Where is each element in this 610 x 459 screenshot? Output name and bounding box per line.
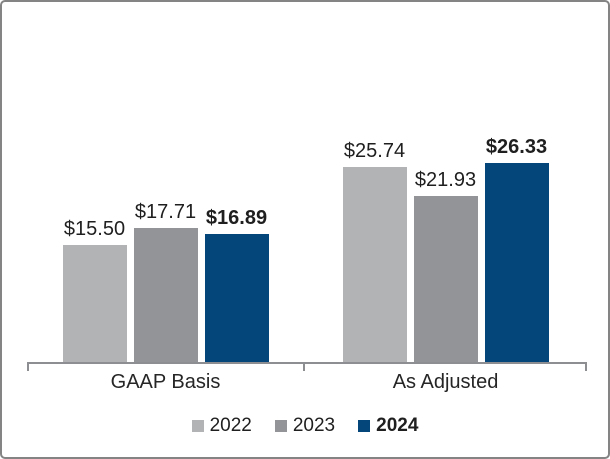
bar-value-label: $25.74 (343, 140, 406, 162)
legend-item-2023: 2023 (274, 415, 336, 437)
bar-2024-adjusted (484, 163, 549, 362)
bar-2022-gaap (62, 245, 127, 362)
bar-value-label: $26.33 (485, 136, 548, 158)
bar-group-gaap-basis: $15.50 $17.71 $16.89 (27, 201, 304, 362)
bar-column: $15.50 (62, 218, 127, 362)
bar-column: $21.93 (413, 169, 478, 362)
bar-column: $26.33 (484, 136, 549, 362)
legend-item-2022: 2022 (191, 415, 252, 437)
bar-value-label: $17.71 (134, 201, 197, 223)
category-label-gaap-basis: GAAP Basis (110, 371, 221, 393)
legend-swatch-2024 (358, 420, 371, 432)
bar-value-label: $16.89 (205, 207, 268, 229)
bar-2023-adjusted (413, 196, 478, 362)
bar-value-label: $21.93 (414, 169, 477, 191)
legend-item-2024: 2024 (358, 415, 418, 437)
axis-tick (303, 362, 305, 371)
legend-swatch-2022 (191, 420, 204, 432)
x-axis-line (27, 362, 587, 364)
legend-label: 2022 (209, 415, 252, 436)
bar-2022-adjusted (342, 167, 407, 362)
legend-label: 2024 (376, 415, 419, 436)
bar-group-as-adjusted: $25.74 $21.93 $26.33 (304, 136, 587, 362)
bar-column: $17.71 (133, 201, 198, 362)
axis-tick (585, 362, 587, 371)
chart-legend: 2022 2023 2024 (2, 415, 608, 437)
bar-2023-gaap (133, 228, 198, 362)
legend-swatch-2023 (274, 420, 287, 432)
axis-tick (27, 362, 29, 371)
category-label-as-adjusted: As Adjusted (392, 371, 499, 393)
bar-column: $16.89 (204, 207, 269, 362)
bar-column: $25.74 (342, 140, 407, 362)
legend-label: 2023 (292, 415, 336, 436)
bar-value-label: $15.50 (63, 218, 126, 240)
bar-2024-gaap (204, 234, 269, 362)
